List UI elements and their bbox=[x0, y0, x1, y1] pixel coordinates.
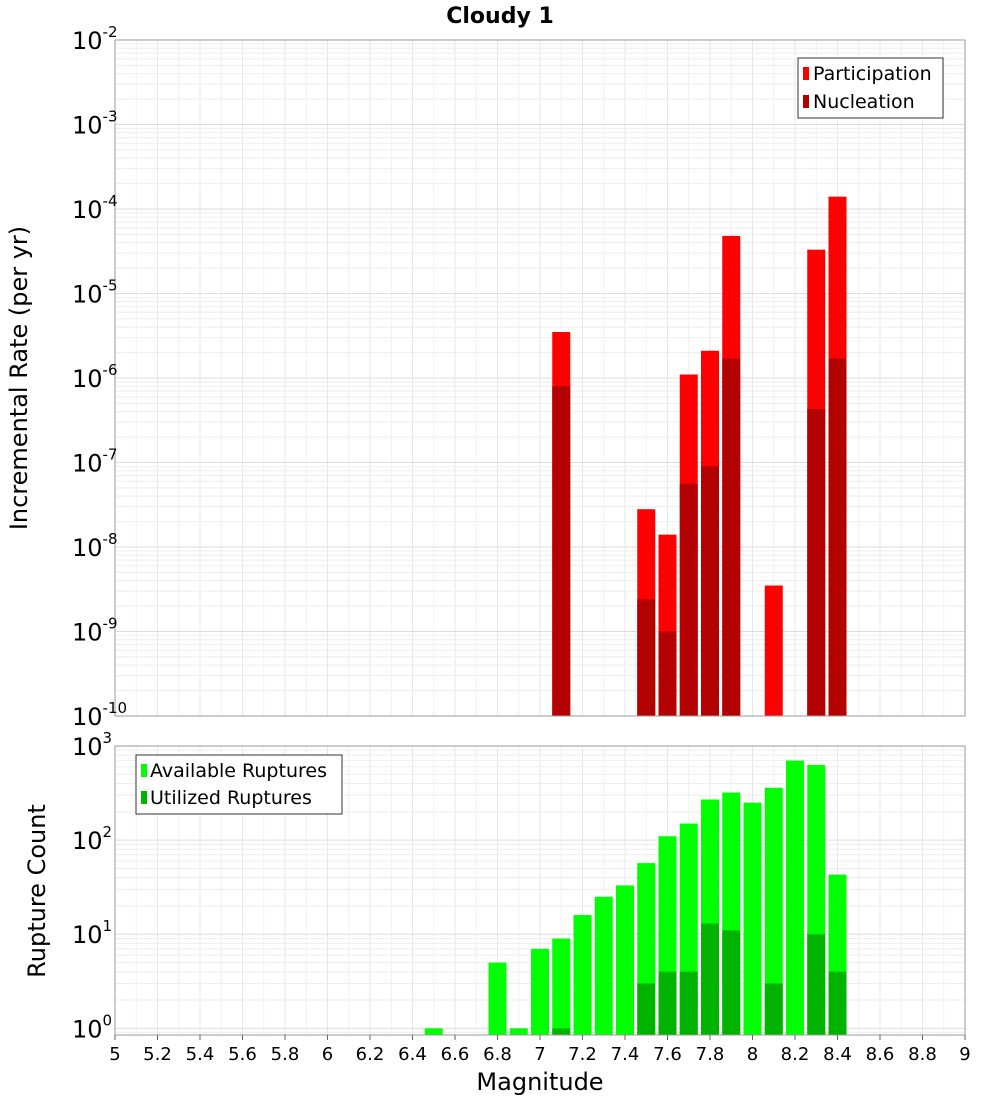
bottom-plot-bars bbox=[424, 760, 847, 1035]
legend-label-participation: Participation bbox=[813, 63, 932, 85]
x-tick-label: 9 bbox=[959, 1044, 970, 1065]
x-tick-label: 6.4 bbox=[398, 1044, 427, 1065]
bar-available-ruptures bbox=[531, 948, 549, 1035]
bar-nucleation bbox=[679, 483, 698, 716]
y-tick-label: 10-3 bbox=[72, 108, 118, 140]
x-tick-label: 7.6 bbox=[653, 1044, 682, 1065]
legend-swatch-utilized-ruptures bbox=[141, 791, 147, 804]
x-tick-label: 8.4 bbox=[823, 1044, 852, 1065]
y-tick-label: 10-2 bbox=[72, 23, 118, 55]
bar-utilized-ruptures bbox=[828, 971, 847, 1035]
top-plot-bars bbox=[552, 196, 847, 717]
bar-available-ruptures bbox=[616, 885, 634, 1035]
x-tick-label: 8.6 bbox=[866, 1044, 895, 1065]
bar-utilized-ruptures bbox=[552, 1028, 571, 1035]
bar-utilized-ruptures bbox=[701, 923, 719, 1035]
y-tick-label: 101 bbox=[72, 917, 112, 949]
x-tick-label: 7.4 bbox=[611, 1044, 640, 1065]
x-tick-label: 6.2 bbox=[356, 1044, 385, 1065]
bar-nucleation bbox=[637, 599, 656, 716]
bar-nucleation bbox=[828, 358, 847, 716]
legend-label-nucleation: Nucleation bbox=[813, 91, 915, 113]
x-tick-label: 6.8 bbox=[483, 1044, 512, 1065]
x-tick-label: 6 bbox=[322, 1044, 333, 1065]
y-tick-label: 10-10 bbox=[72, 699, 127, 731]
bar-utilized-ruptures bbox=[764, 983, 783, 1035]
bar-available-ruptures bbox=[786, 760, 804, 1035]
bottom-plot-legend: Available Ruptures Utilized Ruptures bbox=[135, 754, 343, 815]
legend-swatch-nucleation bbox=[803, 95, 809, 108]
x-axis-label: Magnitude bbox=[476, 1068, 603, 1096]
y-tick-label: 10-8 bbox=[72, 530, 118, 562]
bar-nucleation bbox=[552, 386, 571, 716]
x-tick-label: 5.8 bbox=[271, 1044, 300, 1065]
y-tick-label: 10-5 bbox=[72, 277, 118, 309]
bottom-plot-y-ticks: 100 101 102 103 bbox=[72, 729, 112, 1043]
bottom-plot-y-axis-label: Rupture Count bbox=[23, 804, 51, 978]
x-tick-label: 8.8 bbox=[908, 1044, 937, 1065]
bar-nucleation bbox=[658, 631, 677, 716]
legend-swatch-available-ruptures bbox=[141, 764, 147, 777]
bottom-plot-x-ticks: 5 5.2 5.4 5.6 5.8 6 6.2 6.4 6.6 6.8 7 7.2 7.4 7.6 7.8 8… bbox=[109, 1035, 971, 1065]
y-tick-label: 103 bbox=[72, 729, 112, 761]
y-tick-label: 10-6 bbox=[72, 361, 118, 393]
bar-available-ruptures bbox=[488, 962, 507, 1035]
bar-available-ruptures bbox=[509, 1028, 528, 1035]
bar-available-ruptures bbox=[424, 1028, 443, 1035]
legend-label-utilized-ruptures: Utilized Ruptures bbox=[150, 787, 312, 809]
top-plot-frame bbox=[114, 39, 966, 717]
bar-nucleation bbox=[701, 466, 719, 716]
bar-available-ruptures bbox=[573, 915, 592, 1035]
chart-title: Cloudy 1 bbox=[446, 4, 554, 29]
y-tick-label: 102 bbox=[72, 823, 112, 855]
x-tick-label: 7 bbox=[534, 1044, 545, 1065]
x-tick-label: 5 bbox=[109, 1044, 120, 1065]
bar-nucleation bbox=[807, 408, 826, 716]
bar-utilized-ruptures bbox=[658, 971, 677, 1035]
legend-swatch-participation bbox=[803, 67, 809, 80]
bar-nucleation bbox=[722, 358, 741, 716]
x-tick-label: 5.2 bbox=[143, 1044, 172, 1065]
bar-available-ruptures bbox=[552, 938, 571, 1035]
x-tick-label: 5.4 bbox=[186, 1044, 215, 1065]
bar-utilized-ruptures bbox=[722, 930, 741, 1035]
x-tick-label: 6.6 bbox=[441, 1044, 470, 1065]
top-plot-y-axis-label: Incremental Rate (per yr) bbox=[5, 226, 33, 530]
top-plot-grid bbox=[114, 39, 966, 717]
top-plot-legend: Participation Nucleation bbox=[797, 57, 944, 119]
bar-utilized-ruptures bbox=[807, 934, 826, 1035]
x-tick-label: 5.6 bbox=[228, 1044, 257, 1065]
legend-label-available-ruptures: Available Ruptures bbox=[150, 760, 327, 782]
bar-available-ruptures bbox=[743, 802, 762, 1035]
x-tick-label: 7.2 bbox=[568, 1044, 597, 1065]
x-tick-label: 8 bbox=[747, 1044, 758, 1065]
y-tick-label: 10-4 bbox=[72, 192, 118, 224]
y-tick-label: 10-7 bbox=[72, 446, 118, 478]
bar-utilized-ruptures bbox=[679, 971, 698, 1035]
bar-available-ruptures bbox=[764, 787, 783, 1035]
y-tick-label: 100 bbox=[72, 1011, 112, 1043]
y-tick-label: 10-9 bbox=[72, 615, 118, 647]
x-tick-label: 7.8 bbox=[696, 1044, 725, 1065]
bar-available-ruptures bbox=[594, 896, 613, 1035]
top-plot-y-ticks: 10-10 10-9 10-8 10-7 10-6 10-5 10-4 10-3 10-2 bbox=[72, 23, 127, 731]
bar-participation bbox=[764, 585, 783, 716]
x-tick-label: 8.2 bbox=[781, 1044, 810, 1065]
bar-utilized-ruptures bbox=[637, 983, 656, 1035]
